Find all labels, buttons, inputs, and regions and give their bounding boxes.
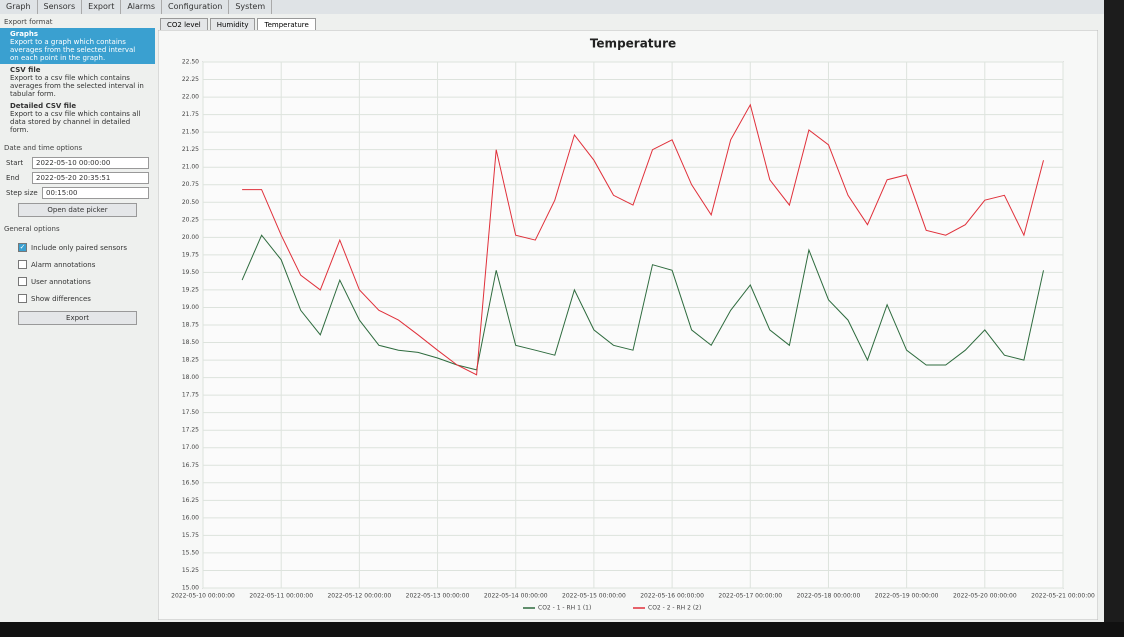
y-tick-label: 15.25 (182, 567, 199, 574)
page: Graph Sensors Export Alarms Configuratio… (0, 0, 1124, 637)
step-input[interactable]: 00:15:00 (42, 187, 149, 199)
y-tick-label: 22.00 (182, 94, 199, 101)
checkbox-label: Alarm annotations (31, 261, 95, 269)
menu-tab[interactable]: Alarms (121, 0, 162, 14)
y-tick-label: 16.50 (182, 479, 199, 486)
y-tick-label: 20.00 (182, 234, 199, 241)
y-tick-label: 21.75 (182, 111, 199, 118)
date-picker-button[interactable]: Open date picker (18, 203, 137, 217)
screen: Graph Sensors Export Alarms Configuratio… (0, 0, 1104, 622)
menu-bar: Graph Sensors Export Alarms Configuratio… (0, 0, 1104, 14)
y-tick-label: 16.25 (182, 497, 199, 504)
chart-title: Temperature (590, 37, 676, 51)
y-tick-label: 16.75 (182, 462, 199, 469)
y-tick-label: 20.75 (182, 181, 199, 188)
menu-tab[interactable]: Graph (0, 0, 38, 14)
menu-tab[interactable]: Configuration (162, 0, 229, 14)
y-tick-label: 15.75 (182, 532, 199, 539)
x-tick-label: 2022-05-13 00:00:00 (406, 593, 470, 600)
checkbox-label: Show differences (31, 295, 91, 303)
section-heading: Date and time options (0, 142, 155, 154)
export-button[interactable]: Export (18, 311, 137, 325)
y-tick-label: 22.50 (182, 59, 199, 66)
option-title: Detailed CSV file (10, 102, 145, 110)
y-tick-label: 18.00 (182, 374, 199, 381)
y-tick-label: 15.50 (182, 549, 199, 556)
y-tick-label: 17.75 (182, 392, 199, 399)
checkbox-row[interactable]: Alarm annotations (18, 260, 137, 269)
y-tick-label: 19.25 (182, 286, 199, 293)
y-tick-label: 19.00 (182, 304, 199, 311)
checkbox-list: ✓ Include only paired sensors Alarm annota… (0, 243, 155, 303)
menu-tab[interactable]: System (229, 0, 272, 14)
option-description: Export to a graph which contains average… (10, 38, 135, 62)
checkbox[interactable]: ✓ (18, 243, 27, 252)
x-tick-label: 2022-05-18 00:00:00 (797, 593, 861, 600)
chart: Temperature 15.00 15.25 15.50 15.75 16.00 16.… (158, 30, 1098, 620)
y-tick-label: 22.25 (182, 76, 199, 83)
x-tick-label: 2022-05-10 00:00:00 (171, 593, 235, 600)
field-label: End (6, 174, 32, 182)
y-tick-label: 17.25 (182, 427, 199, 434)
checkbox-label: Include only paired sensors (31, 244, 127, 252)
y-tick-label: 17.50 (182, 409, 199, 416)
y-tick-label: 18.75 (182, 322, 199, 329)
x-tick-label: 2022-05-21 00:00:00 (1031, 593, 1095, 600)
legend-label: CO2 - 1 - RH 1 (1) (538, 605, 591, 612)
y-tick-label: 19.50 (182, 269, 199, 276)
y-tick-label: 21.25 (182, 146, 199, 153)
y-tick-label: 18.50 (182, 339, 199, 346)
checkbox-row[interactable]: User annotations (18, 277, 137, 286)
x-tick-label: 2022-05-14 00:00:00 (484, 593, 548, 600)
checkbox-row[interactable]: ✓ Include only paired sensors (18, 243, 137, 252)
legend-label: CO2 - 2 - RH 2 (2) (648, 605, 701, 612)
x-tick-label: 2022-05-19 00:00:00 (875, 593, 939, 600)
section-heading: Export format (0, 16, 155, 28)
y-tick-label: 17.00 (182, 444, 199, 451)
option-description: Export to a csv file which contains aver… (10, 74, 144, 98)
y-tick-label: 21.00 (182, 164, 199, 171)
field-label: Step size (6, 189, 42, 197)
start-input[interactable]: 2022-05-10 00:00:00 (32, 157, 149, 169)
menu-tab[interactable]: Export (82, 0, 121, 14)
checkbox[interactable] (18, 260, 27, 269)
menu-tab[interactable]: Sensors (38, 0, 83, 14)
y-tick-label: 20.50 (182, 199, 199, 206)
y-tick-label: 21.50 (182, 129, 199, 136)
x-tick-label: 2022-05-20 00:00:00 (953, 593, 1017, 600)
x-tick-label: 2022-05-16 00:00:00 (640, 593, 704, 600)
y-tick-label: 18.25 (182, 357, 199, 364)
x-tick-label: 2022-05-11 00:00:00 (249, 593, 313, 600)
y-tick-label: 20.25 (182, 216, 199, 223)
y-tick-label: 16.00 (182, 514, 199, 521)
y-tick-label: 19.75 (182, 251, 199, 258)
checkbox[interactable] (18, 277, 27, 286)
y-tick-label: 15.00 (182, 585, 199, 592)
section-heading: General options (0, 223, 155, 235)
option-title: Graphs (10, 30, 145, 38)
checkbox-label: User annotations (31, 278, 91, 286)
taskbar (0, 622, 1124, 637)
checkbox[interactable] (18, 294, 27, 303)
x-tick-label: 2022-05-12 00:00:00 (327, 593, 391, 600)
x-tick-label: 2022-05-15 00:00:00 (562, 593, 626, 600)
option-description: Export to a csv file which contains all … (10, 110, 140, 134)
x-tick-label: 2022-05-17 00:00:00 (718, 593, 782, 600)
end-input[interactable]: 2022-05-20 20:35:51 (32, 172, 149, 184)
checkbox-row[interactable]: Show differences (18, 294, 137, 303)
field-label: Start (6, 159, 32, 167)
option-title: CSV file (10, 66, 145, 74)
